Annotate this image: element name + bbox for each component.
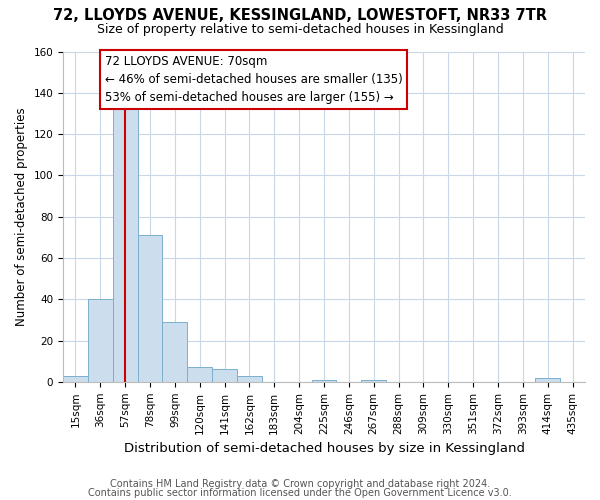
Text: Contains HM Land Registry data © Crown copyright and database right 2024.: Contains HM Land Registry data © Crown c…	[110, 479, 490, 489]
Text: Contains public sector information licensed under the Open Government Licence v3: Contains public sector information licen…	[88, 488, 512, 498]
Bar	[163, 322, 187, 382]
Text: 72 LLOYDS AVENUE: 70sqm
← 46% of semi-detached houses are smaller (135)
53% of s: 72 LLOYDS AVENUE: 70sqm ← 46% of semi-de…	[105, 55, 403, 104]
Bar	[535, 378, 560, 382]
Bar	[361, 380, 386, 382]
Y-axis label: Number of semi-detached properties: Number of semi-detached properties	[15, 108, 28, 326]
Bar	[113, 105, 137, 382]
Bar	[137, 235, 163, 382]
Bar	[88, 299, 113, 382]
Bar	[212, 370, 237, 382]
X-axis label: Distribution of semi-detached houses by size in Kessingland: Distribution of semi-detached houses by …	[124, 442, 524, 455]
Text: 72, LLOYDS AVENUE, KESSINGLAND, LOWESTOFT, NR33 7TR: 72, LLOYDS AVENUE, KESSINGLAND, LOWESTOF…	[53, 8, 547, 22]
Text: Size of property relative to semi-detached houses in Kessingland: Size of property relative to semi-detach…	[97, 22, 503, 36]
Bar	[237, 376, 262, 382]
Bar	[187, 368, 212, 382]
Bar	[63, 376, 88, 382]
Bar	[311, 380, 337, 382]
